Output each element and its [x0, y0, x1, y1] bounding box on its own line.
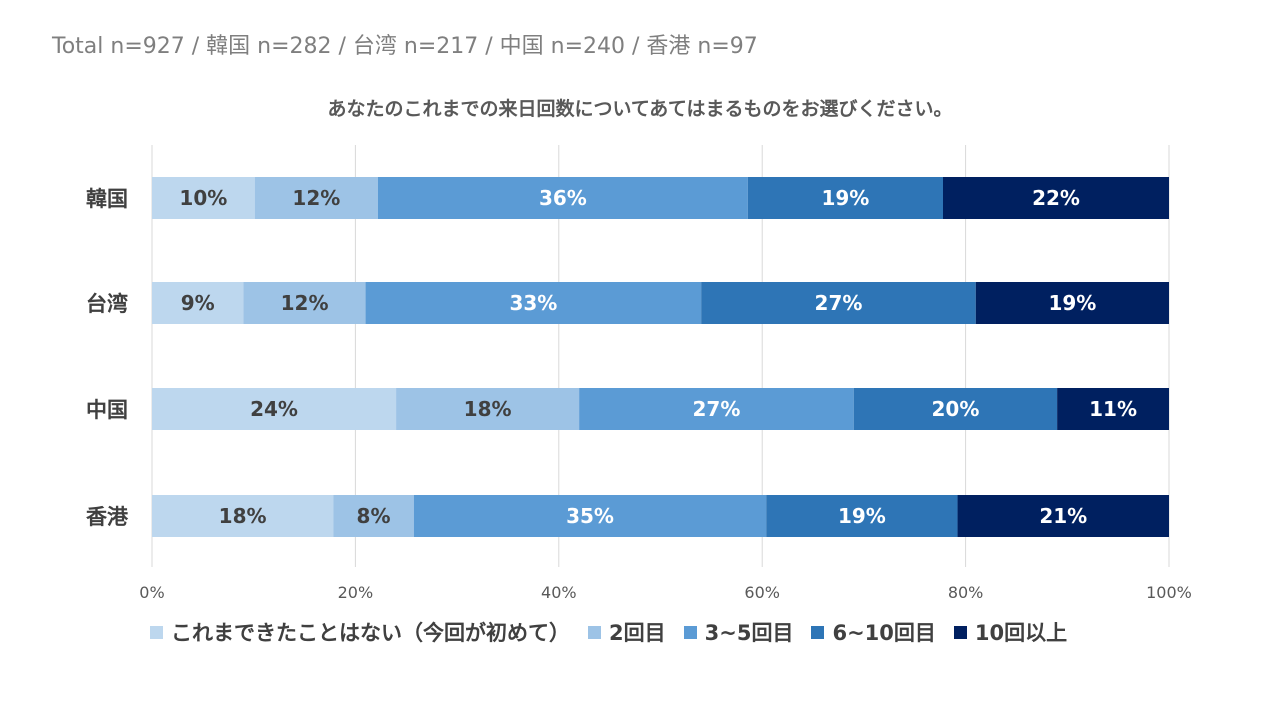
data-label: 36%: [539, 186, 587, 210]
x-tick-label: 100%: [1146, 583, 1192, 602]
x-tick-label: 60%: [744, 583, 780, 602]
sample-size-note: Total n=927 / 韓国 n=282 / 台湾 n=217 / 中国 n…: [52, 34, 758, 59]
bar-segment: [378, 177, 748, 219]
data-label: 8%: [357, 504, 391, 528]
legend-swatch: [150, 625, 163, 639]
bar-segment: [396, 388, 580, 430]
data-label: 18%: [464, 397, 512, 421]
data-label: 35%: [566, 504, 614, 528]
legend-label: 10回以上: [974, 621, 1068, 645]
bar-segment: [747, 177, 943, 219]
data-label: 20%: [931, 397, 979, 421]
data-label: 12%: [292, 186, 340, 210]
data-label: 19%: [838, 504, 886, 528]
bar-segment: [413, 495, 767, 537]
legend-label: これまできたことはない（今回が初めて）: [171, 621, 570, 645]
bar-segment: [975, 282, 1169, 324]
bar-segment: [333, 495, 414, 537]
bar-segment: [243, 282, 366, 324]
category-label: 韓国: [86, 187, 128, 211]
legend-swatch: [683, 625, 697, 639]
data-label: 33%: [509, 291, 557, 315]
data-label: 27%: [815, 291, 863, 315]
bar-segment: [152, 282, 244, 324]
bar-segment: [152, 177, 255, 219]
x-tick-label: 0%: [139, 583, 164, 602]
bar-segment: [853, 388, 1058, 430]
data-label: 11%: [1089, 397, 1137, 421]
legend-item: 6~10回目: [811, 617, 936, 647]
bar-segment: [579, 388, 854, 430]
chart-legend: これまできたことはない（今回が初めて） 2回目 3~5回目 6~10回目 10回以上: [150, 617, 1085, 647]
bar-segment: [152, 388, 397, 430]
data-label: 22%: [1032, 186, 1080, 210]
legend-swatch: [953, 625, 967, 639]
data-label: 19%: [1048, 291, 1096, 315]
x-tick-label: 20%: [338, 583, 374, 602]
legend-label: 6~10回目: [832, 621, 936, 645]
data-label: 18%: [219, 504, 267, 528]
data-label: 19%: [821, 186, 869, 210]
bar-segment: [152, 495, 334, 537]
x-tick-label: 80%: [948, 583, 984, 602]
bar-segment: [254, 177, 378, 219]
category-label: 香港: [86, 505, 129, 529]
data-label: 10%: [179, 186, 227, 210]
category-label: 台湾: [86, 292, 128, 316]
data-label: 24%: [250, 397, 298, 421]
legend-label: 2回目: [609, 621, 666, 645]
legend-item: これまできたことはない（今回が初めて）: [150, 617, 570, 647]
legend-swatch: [811, 625, 825, 639]
data-label: 9%: [181, 291, 215, 315]
data-label: 21%: [1039, 504, 1087, 528]
bar-segment: [943, 177, 1169, 219]
bar-segment: [766, 495, 958, 537]
legend-swatch: [588, 625, 601, 639]
data-label: 27%: [692, 397, 740, 421]
bar-segment: [365, 282, 702, 324]
bar-segment: [1057, 388, 1169, 430]
legend-label: 3~5回目: [704, 621, 794, 645]
legend-item: 2回目: [588, 617, 666, 647]
bar-segment: [957, 495, 1169, 537]
legend-item: 3~5回目: [683, 617, 794, 647]
x-tick-label: 40%: [541, 583, 577, 602]
chart-title: あなたのこれまでの来日回数についてあてはまるものをお選びください。: [327, 98, 953, 120]
category-label: 中国: [86, 398, 128, 422]
data-label: 12%: [281, 291, 329, 315]
legend-item: 10回以上: [953, 617, 1068, 647]
bar-segment: [701, 282, 976, 324]
